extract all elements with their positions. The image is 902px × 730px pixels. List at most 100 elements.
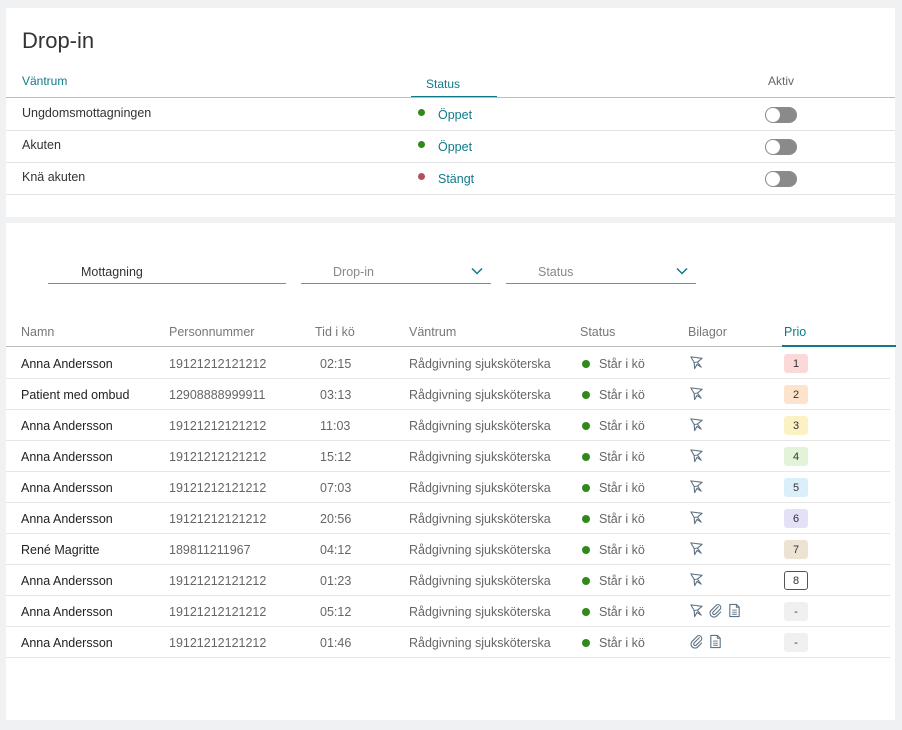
form-icon[interactable] bbox=[689, 572, 704, 587]
queue-status: Står i kö bbox=[599, 357, 645, 371]
patient-name: Anna Andersson bbox=[21, 419, 113, 433]
bilagor-cell bbox=[689, 572, 704, 587]
prio-badge[interactable]: 2 bbox=[784, 385, 808, 404]
bilagor-cell bbox=[689, 603, 742, 618]
form-icon[interactable] bbox=[689, 386, 704, 401]
bilagor-cell bbox=[689, 355, 704, 370]
table-row[interactable]: Anna Andersson 19121212121212 15:12 Rådgivn… bbox=[6, 441, 890, 472]
form-icon[interactable] bbox=[689, 603, 704, 618]
time-in-queue: 04:12 bbox=[320, 543, 352, 557]
column-header-aktiv[interactable]: Aktiv bbox=[768, 74, 795, 88]
personnummer: 19121212121212 bbox=[169, 574, 267, 588]
prio-badge[interactable]: 3 bbox=[784, 416, 808, 435]
waiting-room-row: Akuten Öppet bbox=[6, 131, 895, 163]
prio-badge[interactable]: 5 bbox=[784, 478, 808, 497]
prio-badge[interactable]: 1 bbox=[784, 354, 808, 373]
patient-name: Anna Andersson bbox=[21, 450, 113, 464]
personnummer: 19121212121212 bbox=[169, 481, 267, 495]
patient-name: Anna Andersson bbox=[21, 512, 113, 526]
table-row[interactable]: Anna Andersson 19121212121212 07:03 Rådgivn… bbox=[6, 472, 890, 503]
column-header-namn[interactable]: Namn bbox=[21, 325, 55, 339]
prio-badge[interactable]: - bbox=[784, 602, 808, 621]
vantrum-name: Rådgivning sjuksköterska bbox=[409, 357, 551, 371]
bilagor-cell bbox=[689, 479, 704, 494]
status-dot-icon bbox=[418, 173, 425, 180]
header-divider bbox=[6, 346, 782, 347]
column-header-tid[interactable]: Tid i kö bbox=[315, 325, 355, 339]
form-icon[interactable] bbox=[689, 448, 704, 463]
paperclip-icon[interactable] bbox=[689, 634, 704, 649]
prio-badge[interactable]: 8 bbox=[784, 571, 808, 590]
paperclip-icon[interactable] bbox=[708, 603, 723, 618]
column-header-personnummer[interactable]: Personnummer bbox=[169, 325, 255, 339]
table-row[interactable]: Patient med ombud 12908888999911 03:13 Rådg… bbox=[6, 379, 890, 410]
column-header-status[interactable]: Status bbox=[426, 77, 461, 91]
prio-badge[interactable]: - bbox=[784, 633, 808, 652]
form-icon[interactable] bbox=[689, 510, 704, 525]
document-icon[interactable] bbox=[727, 603, 742, 618]
table-row[interactable]: René Magritte 189811211967 04:12 Rådgivning… bbox=[6, 534, 890, 565]
status-placeholder: Status bbox=[538, 265, 574, 279]
dropin-placeholder: Drop-in bbox=[333, 265, 374, 279]
aktiv-toggle[interactable] bbox=[765, 107, 797, 123]
personnummer: 19121212121212 bbox=[169, 450, 267, 464]
status-dot-icon bbox=[582, 422, 590, 430]
column-header-vantrum[interactable]: Väntrum bbox=[409, 325, 457, 339]
column-header-status[interactable]: Status bbox=[580, 325, 616, 339]
toggle-knob bbox=[766, 172, 780, 186]
column-header-vantrum[interactable]: Väntrum bbox=[22, 74, 68, 88]
prio-badge[interactable]: 6 bbox=[784, 509, 808, 528]
form-icon[interactable] bbox=[689, 417, 704, 432]
vantrum-name: Rådgivning sjuksköterska bbox=[409, 512, 551, 526]
table-row[interactable]: Anna Andersson 19121212121212 01:46 Rådgivn… bbox=[6, 627, 890, 658]
aktiv-toggle[interactable] bbox=[765, 171, 797, 187]
waiting-room-row: Knä akuten Stängt bbox=[6, 163, 895, 195]
prio-badge[interactable]: 4 bbox=[784, 447, 808, 466]
waiting-room-name: Ungdomsmottagningen bbox=[22, 106, 152, 120]
sort-indicator bbox=[782, 345, 896, 347]
vantrum-name: Rådgivning sjuksköterska bbox=[409, 481, 551, 495]
form-icon[interactable] bbox=[689, 541, 704, 556]
patient-name: Patient med ombud bbox=[21, 388, 130, 402]
personnummer: 19121212121212 bbox=[169, 357, 267, 371]
queue-status: Står i kö bbox=[599, 636, 645, 650]
column-header-bilagor[interactable]: Bilagor bbox=[688, 325, 727, 339]
personnummer: 19121212121212 bbox=[169, 636, 267, 650]
table-row[interactable]: Anna Andersson 19121212121212 11:03 Rådgivn… bbox=[6, 410, 890, 441]
document-icon[interactable] bbox=[708, 634, 723, 649]
waiting-room-status: Stängt bbox=[438, 172, 475, 186]
column-header-prio[interactable]: Prio bbox=[784, 325, 807, 339]
table-row[interactable]: Anna Andersson 19121212121212 05:12 Rådgivn… bbox=[6, 596, 890, 627]
queue-status: Står i kö bbox=[599, 512, 645, 526]
waiting-room-status: Öppet bbox=[438, 108, 473, 122]
status-select[interactable]: Status bbox=[506, 263, 696, 284]
patient-name: Anna Andersson bbox=[21, 481, 113, 495]
status-dot-icon bbox=[418, 141, 425, 148]
queue-status: Står i kö bbox=[599, 574, 645, 588]
form-icon[interactable] bbox=[689, 355, 704, 370]
vantrum-name: Rådgivning sjuksköterska bbox=[409, 574, 551, 588]
vantrum-name: Rådgivning sjuksköterska bbox=[409, 388, 551, 402]
status-dot-icon bbox=[582, 360, 590, 368]
dropin-select[interactable]: Drop-in bbox=[301, 263, 491, 284]
personnummer: 19121212121212 bbox=[169, 605, 267, 619]
table-row[interactable]: Anna Andersson 19121212121212 02:15 Rådgivn… bbox=[6, 348, 890, 379]
bilagor-cell bbox=[689, 634, 723, 649]
prio-badge[interactable]: 7 bbox=[784, 540, 808, 559]
aktiv-toggle[interactable] bbox=[765, 139, 797, 155]
bilagor-cell bbox=[689, 417, 704, 432]
time-in-queue: 07:03 bbox=[320, 481, 352, 495]
chevron-down-icon bbox=[676, 267, 688, 275]
bilagor-cell bbox=[689, 448, 704, 463]
waiting-room-name: Knä akuten bbox=[22, 170, 86, 184]
personnummer: 189811211967 bbox=[169, 543, 251, 557]
time-in-queue: 11:03 bbox=[320, 419, 351, 433]
mottagning-select[interactable]: Mottagning bbox=[48, 263, 286, 284]
toggle-knob bbox=[766, 108, 780, 122]
status-dot-icon bbox=[418, 109, 425, 116]
bilagor-cell bbox=[689, 510, 704, 525]
form-icon[interactable] bbox=[689, 479, 704, 494]
queue-status: Står i kö bbox=[599, 388, 645, 402]
table-row[interactable]: Anna Andersson 19121212121212 01:23 Rådgivn… bbox=[6, 565, 890, 596]
table-row[interactable]: Anna Andersson 19121212121212 20:56 Rådgivn… bbox=[6, 503, 890, 534]
